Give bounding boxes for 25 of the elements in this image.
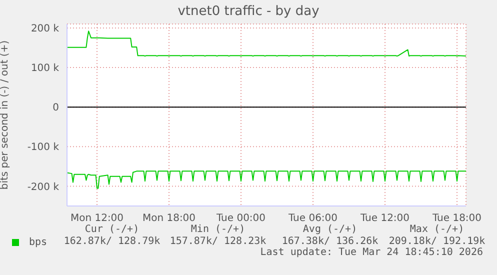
legend-label: bps [29,237,48,248]
text: Last update: Tue Mar 24 18:45:10 2026 [260,247,483,258]
y-axis-title: bits per second in (-) / out (+) [0,40,11,190]
text: 209.18k/ 192.19k [388,236,486,247]
text: 162.87k/ 128.79k [64,236,160,247]
x-tick-label: Mon 18:00 [142,213,196,224]
text: Cur (-/+) [84,224,140,235]
text: 167.38k/ 136.26k [280,236,380,247]
y-tick-label: -100 k [27,142,60,154]
chart-title: vtnet0 traffic - by day [176,4,320,19]
line-series [67,170,466,189]
y-tick-label: 200 k [30,24,60,35]
x-tick-label: Tue 06:00 [287,213,338,224]
text: Max (-/+) [408,224,466,235]
x-tick-label: Mon 12:00 [70,213,124,224]
text: 157.87k/ 128.23k [170,236,266,247]
x-tick-label: Tue 18:00 [431,213,482,224]
y-tick-label: 0 [52,102,59,114]
y-tick-label: -200 k [27,182,60,193]
text: Min (-/+) [190,224,246,235]
x-tick-label: Tue 12:00 [359,213,410,224]
x-tick-label: Tue 00:00 [215,213,266,224]
y-tick-label: 100 k [30,63,60,74]
text: Avg (-/+) [302,224,358,235]
line-series [67,30,466,57]
